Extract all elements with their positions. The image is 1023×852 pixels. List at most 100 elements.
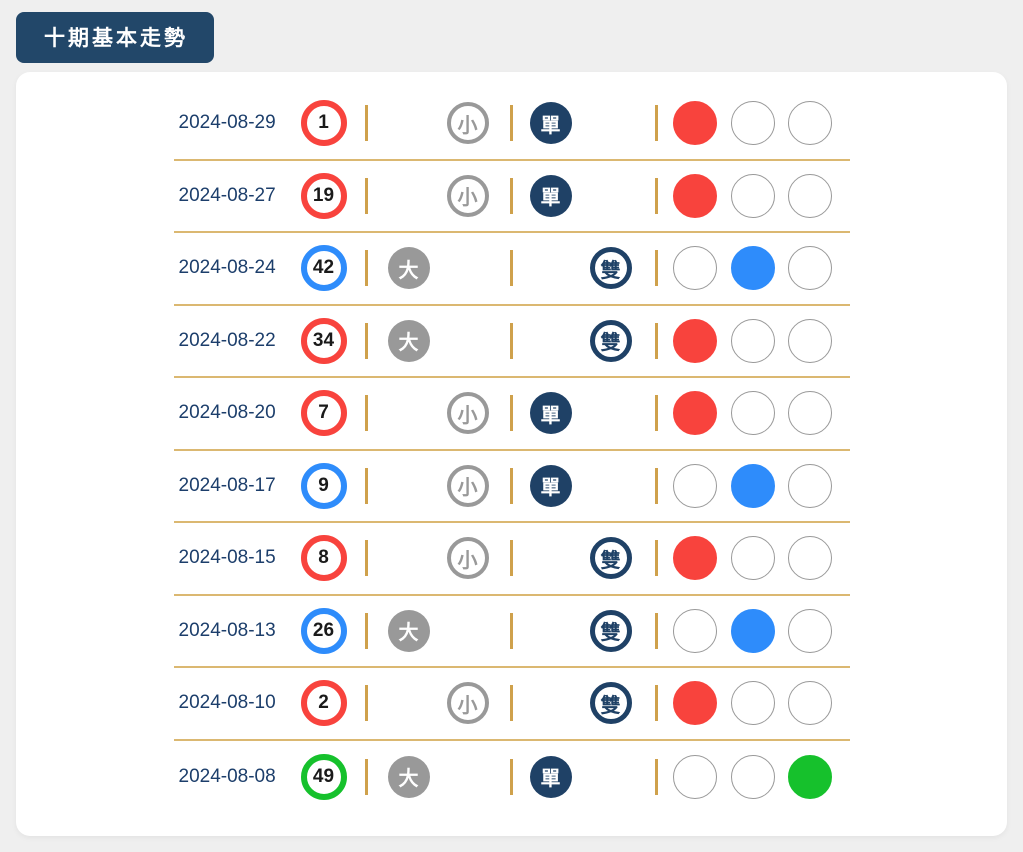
number-ball: 19 [300,172,347,219]
blue-indicator [730,608,775,653]
blue-indicator [730,173,775,218]
blue-indicator [730,318,775,363]
draw-date: 2024-08-13 [178,619,276,641]
red-indicator [672,246,717,291]
big-badge: 大 [387,755,430,798]
column-separator [364,612,368,649]
green-indicator [787,754,832,799]
big-badge: 大 [387,609,430,652]
trend-row: 2024-08-15 8 大 小 單 雙 [173,523,850,596]
column-separator [364,685,368,722]
green-indicator [787,681,832,726]
trend-row: 2024-08-24 42 大 小 單 雙 [173,233,850,306]
column-separator [509,105,513,142]
column-separator [364,250,368,287]
number-ball: 1 [300,100,347,147]
column-separator [654,612,658,649]
draw-date: 2024-08-24 [178,257,276,279]
green-indicator [787,391,832,436]
trend-list: 2024-08-29 1 大 小 單 雙 2024-08-27 19 大 小 單… [173,88,850,814]
small-badge: 小 [446,392,489,435]
odd-badge: 單 [529,392,572,435]
red-indicator [672,173,717,218]
trend-row: 2024-08-22 34 大 小 單 雙 [173,306,850,378]
draw-date: 2024-08-08 [178,765,276,787]
column-separator [654,467,658,504]
number-ball: 49 [300,753,347,800]
column-separator [509,612,513,649]
small-badge: 小 [446,537,489,580]
column-separator [654,322,658,359]
trend-row: 2024-08-10 2 大 小 單 雙 [173,668,850,741]
red-indicator [672,391,717,436]
blue-indicator [730,754,775,799]
even-badge: 雙 [589,537,632,580]
draw-date: 2024-08-15 [178,547,276,569]
big-badge: 大 [387,319,430,362]
trend-row: 2024-08-27 19 大 小 單 雙 [173,161,850,233]
number-ball: 8 [300,535,347,582]
even-badge: 雙 [589,609,632,652]
page-title: 十期基本走勢 [16,12,214,63]
blue-indicator [730,101,775,146]
trend-row: 2024-08-08 49 大 小 單 雙 [174,741,850,814]
green-indicator [787,318,832,363]
column-separator [654,395,658,432]
blue-indicator [730,536,775,581]
draw-date: 2024-08-29 [178,112,276,134]
draw-date: 2024-08-20 [178,402,276,424]
small-badge: 小 [446,102,489,145]
column-separator [364,758,368,795]
small-badge: 小 [446,174,489,217]
column-separator [509,395,513,432]
blue-indicator [730,681,775,726]
red-indicator [672,318,717,363]
trend-row: 2024-08-17 9 大 小 單 雙 [173,451,850,523]
column-separator [364,105,368,142]
blue-indicator [730,391,775,436]
small-badge: 小 [446,464,489,507]
trend-card: 2024-08-29 1 大 小 單 雙 2024-08-27 19 大 小 單… [16,72,1007,836]
number-ball: 9 [300,462,347,509]
big-badge: 大 [387,247,430,290]
column-separator [509,540,513,577]
odd-badge: 單 [529,102,572,145]
draw-date: 2024-08-27 [178,184,276,206]
number-ball: 42 [300,245,347,292]
blue-indicator [730,246,775,291]
column-separator [654,177,658,214]
green-indicator [787,173,832,218]
draw-date: 2024-08-22 [178,329,276,351]
column-separator [654,105,658,142]
trend-row: 2024-08-20 7 大 小 單 雙 [173,378,850,451]
column-separator [509,250,513,287]
column-separator [364,540,368,577]
column-separator [654,685,658,722]
number-ball: 26 [300,607,347,654]
even-badge: 雙 [589,682,632,725]
column-separator [364,322,368,359]
column-separator [509,322,513,359]
column-separator [509,758,513,795]
red-indicator [672,463,717,508]
draw-date: 2024-08-17 [178,474,276,496]
draw-date: 2024-08-10 [178,692,276,714]
green-indicator [787,536,832,581]
column-separator [364,395,368,432]
green-indicator [787,608,832,653]
red-indicator [672,536,717,581]
small-badge: 小 [446,682,489,725]
column-separator [364,467,368,504]
red-indicator [672,754,717,799]
trend-row: 2024-08-13 26 大 小 單 雙 [173,596,850,668]
number-ball: 34 [300,317,347,364]
column-separator [509,177,513,214]
column-separator [654,540,658,577]
column-separator [509,685,513,722]
column-separator [654,250,658,287]
odd-badge: 單 [529,755,572,798]
red-indicator [672,608,717,653]
even-badge: 雙 [589,247,632,290]
column-separator [364,177,368,214]
